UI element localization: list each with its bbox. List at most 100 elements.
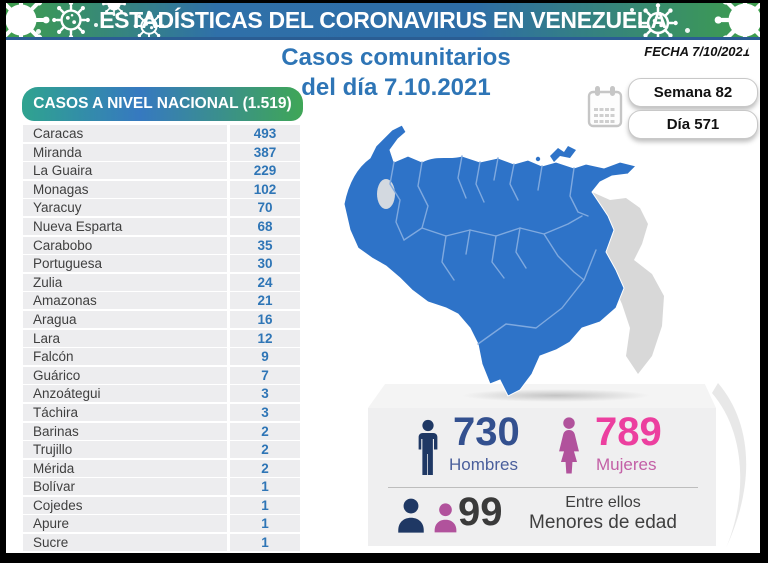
- state-cases: 1: [230, 478, 300, 496]
- table-row: Bolívar 1: [23, 478, 303, 496]
- state-cases: 68: [230, 217, 300, 235]
- state-name: Amazonas: [23, 292, 227, 310]
- state-name: Barinas: [23, 422, 227, 440]
- table-row: Apure 1: [23, 515, 303, 533]
- national-cases-table: Caracas 493 Miranda 387 La Guaira 229 Monagas 1…: [23, 125, 303, 553]
- state-name: Cojedes: [23, 496, 227, 514]
- week-badge: Semana 82: [628, 78, 758, 107]
- table-row: Yaracuy 70: [23, 199, 303, 217]
- venezuela-map: [343, 124, 664, 397]
- minors-label: Entre ellos Menores de edad: [508, 494, 698, 534]
- table-row: Caracas 493: [23, 125, 303, 142]
- state-cases: 102: [230, 180, 300, 198]
- state-name: Carabobo: [23, 236, 227, 254]
- state-cases: 229: [230, 162, 300, 180]
- table-row: Guárico 7: [23, 366, 303, 384]
- divider-line: [388, 487, 698, 488]
- state-name: Bolívar: [23, 478, 227, 496]
- state-cases: 7: [230, 366, 300, 384]
- small-island: [535, 156, 541, 162]
- banner-underline: [6, 37, 760, 40]
- state-name: Portuguesa: [23, 255, 227, 273]
- state-name: Miranda: [23, 143, 227, 161]
- state-cases: 24: [230, 273, 300, 291]
- table-row: Trujillo 2: [23, 441, 303, 459]
- state-cases: 21: [230, 292, 300, 310]
- state-name: Guárico: [23, 366, 227, 384]
- women-count: 789: [595, 410, 662, 454]
- table-row: Miranda 387: [23, 143, 303, 161]
- state-cases: 1: [230, 534, 300, 552]
- state-name: Apure: [23, 515, 227, 533]
- boy-bust-icon: [398, 498, 424, 533]
- girl-bust-icon: [434, 503, 457, 533]
- state-name: Trujillo: [23, 441, 227, 459]
- page-title: Casos comunitarios del día 7.10.2021: [246, 43, 546, 103]
- table-row: Aragua 16: [23, 310, 303, 328]
- table-row: La Guaira 229: [23, 162, 303, 180]
- gender-panel: 730 Hombres 789 Mujeres 99 Entre ellos M…: [368, 408, 716, 546]
- state-name: Sucre: [23, 534, 227, 552]
- national-cases-header: CASOS A NIVEL NACIONAL (1.519): [22, 87, 303, 121]
- page-title-line1: Casos comunitarios: [281, 44, 511, 71]
- table-row: Falcón 9: [23, 348, 303, 366]
- state-cases: 387: [230, 143, 300, 161]
- state-cases: 2: [230, 459, 300, 477]
- state-name: La Guaira: [23, 162, 227, 180]
- date-label: FECHA 7/10/2021: [644, 44, 750, 59]
- day-badge: Día 571: [628, 110, 758, 139]
- state-cases: 16: [230, 310, 300, 328]
- table-row: Carabobo 35: [23, 236, 303, 254]
- woman-icon: [559, 417, 579, 474]
- background-swoosh: [712, 383, 747, 548]
- state-name: Anzoátegui: [23, 385, 227, 403]
- table-row: Zulia 24: [23, 273, 303, 291]
- state-cases: 30: [230, 255, 300, 273]
- state-name: Falcón: [23, 348, 227, 366]
- state-name: Lara: [23, 329, 227, 347]
- state-name: Monagas: [23, 180, 227, 198]
- state-name: Aragua: [23, 310, 227, 328]
- state-cases: 2: [230, 422, 300, 440]
- men-count: 730: [453, 410, 520, 454]
- infographic-page: ESTADÍSTICAS DEL CORONAVIRUS EN VENEZUEL…: [6, 3, 760, 553]
- state-cases: 12: [230, 329, 300, 347]
- state-name: Táchira: [23, 403, 227, 421]
- table-row: Portuguesa 30: [23, 255, 303, 273]
- country-region: [343, 124, 637, 397]
- minors-label-line1: Entre ellos: [565, 494, 641, 511]
- women-label: Mujeres: [596, 455, 657, 474]
- state-name: Yaracuy: [23, 199, 227, 217]
- state-cases: 35: [230, 236, 300, 254]
- table-row: Cojedes 1: [23, 496, 303, 514]
- table-row: Anzoátegui 3: [23, 385, 303, 403]
- pedestal-top-face: [368, 384, 716, 408]
- state-name: Nueva Esparta: [23, 217, 227, 235]
- table-row: Amazonas 21: [23, 292, 303, 310]
- lake-maracaibo: [377, 179, 395, 209]
- calendar-icon: [587, 86, 623, 128]
- margarita-island: [550, 146, 576, 162]
- state-name: Caracas: [23, 125, 227, 142]
- state-cases: 493: [230, 125, 300, 142]
- state-cases: 9: [230, 348, 300, 366]
- state-name: Zulia: [23, 273, 227, 291]
- table-row: Barinas 2: [23, 422, 303, 440]
- state-cases: 1: [230, 496, 300, 514]
- table-row: Lara 12: [23, 329, 303, 347]
- banner-title: ESTADÍSTICAS DEL CORONAVIRUS EN VENEZUEL…: [99, 7, 667, 33]
- table-row: Táchira 3: [23, 403, 303, 421]
- state-cases: 2: [230, 441, 300, 459]
- man-icon: [418, 419, 438, 475]
- state-cases: 3: [230, 385, 300, 403]
- state-cases: 70: [230, 199, 300, 217]
- table-row: Sucre 1: [23, 534, 303, 552]
- table-row: Monagas 102: [23, 180, 303, 198]
- state-name: Mérida: [23, 459, 227, 477]
- men-label: Hombres: [449, 455, 518, 474]
- minors-count: 99: [458, 490, 503, 534]
- state-cases: 3: [230, 403, 300, 421]
- state-cases: 1: [230, 515, 300, 533]
- state-borders: [389, 155, 597, 345]
